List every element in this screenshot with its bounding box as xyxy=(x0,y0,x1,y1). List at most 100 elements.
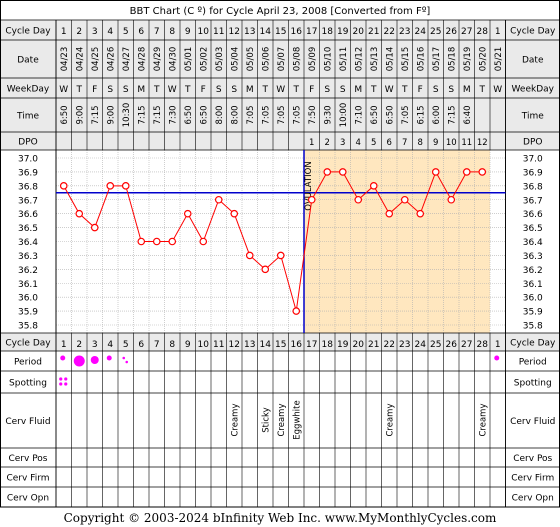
time-label: 6:50 xyxy=(370,105,380,124)
cycle-day-number-bottom: 8 xyxy=(169,340,175,350)
cycle-day-number-bottom: 12 xyxy=(229,340,240,350)
period-medium-dot xyxy=(90,356,99,364)
y-tick-label-right: 36.3 xyxy=(523,252,543,262)
cycle-day-number-bottom: 24 xyxy=(415,340,427,350)
row-label-right-spotting: Spotting xyxy=(514,379,552,389)
y-tick-label-right: 36.5 xyxy=(523,224,543,234)
y-tick-label: 36.0 xyxy=(18,294,38,304)
temperature-point xyxy=(59,182,68,190)
row-label-dpo: DPO xyxy=(18,138,37,148)
row-label-period: Period xyxy=(14,358,42,368)
y-tick-label: 35.9 xyxy=(18,308,38,318)
weekday-label: W xyxy=(59,85,68,95)
cycle-day-number-bottom: 5 xyxy=(123,340,129,350)
dpo-label: 8 xyxy=(418,138,423,148)
time-label: 7:05 xyxy=(292,105,302,124)
dpo-label: 5 xyxy=(371,138,376,148)
temperature-point xyxy=(338,168,347,176)
cycle-day-number-bottom: 1 xyxy=(61,340,67,350)
time-label: 6:50 xyxy=(385,105,395,124)
row-label-right-dpo: DPO xyxy=(523,138,542,148)
date-label: 04/25 xyxy=(91,47,101,72)
temperature-point xyxy=(276,251,285,260)
time-label: 6:15 xyxy=(416,105,426,124)
dpo-label: 2 xyxy=(325,138,330,148)
dpo-label: 12 xyxy=(477,138,488,148)
temperature-line xyxy=(63,170,483,312)
period-light-dot xyxy=(60,355,66,361)
y-tick-label: 36.2 xyxy=(18,266,38,276)
date-label: 05/02 xyxy=(199,47,209,72)
row-label-weekday: WeekDay xyxy=(7,85,50,95)
time-label: 7:15 xyxy=(137,105,147,124)
time-label: 8:00 xyxy=(230,105,240,124)
date-label: 05/03 xyxy=(215,47,225,72)
date-label: 04/23 xyxy=(60,47,70,72)
date-label: 05/19 xyxy=(463,47,473,72)
row-label-cerv-fluid: Cerv Fluid xyxy=(5,417,50,427)
date-label: 05/20 xyxy=(478,47,488,72)
cycle-day-number: 8 xyxy=(169,27,175,37)
cerv-fluid-label: Eggwhite xyxy=(292,400,302,439)
dpo-label: 3 xyxy=(340,138,345,148)
cycle-day-number-bottom: 6 xyxy=(138,340,144,350)
dpo-label: 1 xyxy=(309,138,314,148)
cerv-fluid-label: Creamy xyxy=(478,404,488,437)
weekday-label: S xyxy=(340,85,346,95)
cycle-day-number-bottom: 15 xyxy=(275,340,286,350)
time-label: 7:10 xyxy=(354,105,364,124)
y-tick-label-right: 36.8 xyxy=(523,182,543,192)
y-tick-label-right: 36.0 xyxy=(523,294,543,304)
row-label-date: Date xyxy=(17,56,39,66)
cycle-day-number-bottom: 3 xyxy=(92,340,98,350)
weekday-label: S xyxy=(324,85,330,95)
y-tick-label: 36.3 xyxy=(18,252,38,262)
date-label: 04/26 xyxy=(106,47,116,72)
period-spotting-dot xyxy=(125,360,129,364)
y-tick-label: 37.0 xyxy=(18,155,38,165)
date-label: 05/17 xyxy=(432,47,442,72)
weekday-label: S xyxy=(107,85,113,95)
temperature-point xyxy=(152,237,161,246)
date-label: 05/21 xyxy=(494,47,504,72)
row-label-cycle-day: Cycle Day xyxy=(5,339,51,349)
date-label: 05/11 xyxy=(339,47,349,72)
dpo-label: 11 xyxy=(461,138,472,148)
cycle-day-number: 9 xyxy=(185,27,191,37)
cycle-day-number-bottom: 21 xyxy=(368,340,379,350)
weekday-label: T xyxy=(293,85,300,95)
time-label: 6:50 xyxy=(184,105,194,124)
time-label: 8:00 xyxy=(215,105,225,124)
temperature-point xyxy=(369,182,378,190)
date-label: 05/13 xyxy=(370,47,380,72)
time-label: 6:00 xyxy=(432,105,442,124)
weekday-label: W xyxy=(168,85,177,95)
row-label-right-cerv-fluid: Cerv Fluid xyxy=(510,417,555,427)
cycle-day-number: 18 xyxy=(322,27,334,37)
date-label: 04/28 xyxy=(137,47,147,72)
y-tick-label: 36.6 xyxy=(18,210,38,220)
cycle-day-number-bottom: 14 xyxy=(260,340,272,350)
chart-title: BBT Chart (C º) for Cycle April 23, 2008… xyxy=(130,6,431,17)
weekday-label: W xyxy=(493,85,502,95)
y-tick-label-right: 36.1 xyxy=(523,280,543,290)
cycle-day-number-bottom: 22 xyxy=(384,340,395,350)
weekday-label: F xyxy=(92,85,97,95)
temperature-point xyxy=(168,237,177,246)
weekday-label: W xyxy=(385,85,394,95)
temperature-point xyxy=(230,209,239,218)
cycle-day-number-bottom: 10 xyxy=(198,340,210,350)
row-label-right-time: Time xyxy=(521,112,544,122)
cycle-day-number-bottom: 17 xyxy=(306,340,317,350)
row-label-right-cerv-opn: Cerv Opn xyxy=(512,494,554,504)
cycle-day-number: 17 xyxy=(306,27,317,37)
cycle-day-number-bottom: 9 xyxy=(185,340,191,350)
observation-area xyxy=(56,351,506,507)
date-label: 05/09 xyxy=(308,47,318,72)
cycle-day-number: 15 xyxy=(275,27,286,37)
y-tick-label: 36.8 xyxy=(18,182,38,192)
cycle-day-number: 1 xyxy=(495,27,501,37)
cerv-fluid-label: Creamy xyxy=(230,404,240,437)
y-tick-label: 36.9 xyxy=(18,168,38,178)
temperature-point xyxy=(385,209,394,218)
